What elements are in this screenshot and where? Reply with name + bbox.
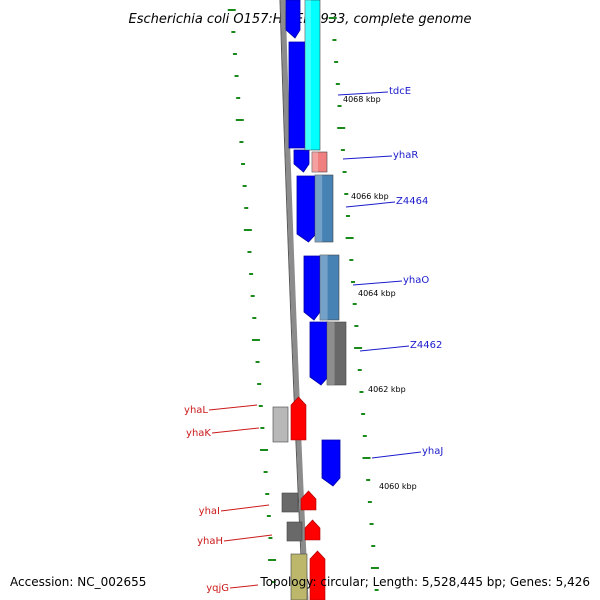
gene-label-leader	[211, 427, 260, 434]
gene-feature-arrow[interactable]	[304, 519, 321, 541]
genome-backbone	[280, 0, 309, 600]
gene-label-leader	[342, 155, 393, 160]
gene-label-leader	[345, 201, 396, 208]
genome-backbone-edge	[279, 0, 304, 600]
gene-label-leader	[223, 534, 273, 542]
gene-feature-Z4462[interactable]	[326, 321, 347, 386]
gene-feature[interactable]	[281, 492, 299, 513]
gene-feature-tdcE[interactable]	[304, 0, 321, 151]
gene-feature[interactable]	[288, 41, 308, 149]
gene-feature[interactable]	[321, 439, 341, 487]
gene-label-yqjG[interactable]: yqjG	[206, 583, 229, 594]
gene-feature[interactable]	[309, 321, 329, 386]
gene-feature[interactable]	[286, 521, 303, 542]
gene-features	[272, 0, 347, 600]
gene-label-yhaI[interactable]: yhaI	[199, 506, 220, 517]
gene-label-yhaL[interactable]: yhaL	[184, 405, 208, 416]
gene-label-leader	[337, 91, 389, 96]
gene-label-Z4464[interactable]: Z4464	[396, 196, 428, 207]
gene-feature-Z4464[interactable]	[314, 174, 334, 243]
gene-label-leader	[208, 404, 258, 411]
gene-label-yhaO[interactable]: yhaO	[403, 275, 429, 286]
gene-feature[interactable]	[303, 255, 321, 321]
position-label: 4066 kbp	[351, 192, 389, 201]
position-labels: 4068 kbp 4066 kbp 4064 kbp 4062 kbp 4060 kbp	[343, 95, 417, 491]
gene-label-yhaJ[interactable]: yhaJ	[422, 446, 443, 457]
gene-feature[interactable]	[272, 406, 289, 443]
gene-label-leader	[371, 451, 422, 459]
gene-labels: tdcE yhaR Z4464 yhaO Z4462 yhaJ yhaL yhaK yhaI yh…	[184, 86, 443, 594]
gene-feature[interactable]	[293, 149, 310, 173]
accession-text: Accession: NC_002655	[10, 575, 146, 589]
position-label: 4064 kbp	[358, 289, 396, 298]
gene-label-yhaR[interactable]: yhaR	[393, 150, 418, 161]
gene-label-yhaH[interactable]: yhaH	[197, 536, 223, 547]
position-label: 4060 kbp	[379, 482, 417, 491]
gene-label-leader	[359, 345, 410, 352]
gene-label-leader	[220, 504, 270, 512]
gene-label-leader	[352, 280, 403, 286]
gene-feature-arrow[interactable]	[290, 396, 307, 441]
topology-text: Topology: circular; Length: 5,528,445 bp…	[259, 575, 590, 589]
position-label: 4062 kbp	[368, 385, 406, 394]
gene-feature-yhaR[interactable]	[311, 151, 328, 173]
gene-label-tdcE[interactable]: tdcE	[389, 86, 411, 97]
gene-label-yhaK[interactable]: yhaK	[186, 428, 211, 439]
gene-feature[interactable]	[296, 175, 317, 243]
tick-marks	[227, 9, 379, 591]
position-label: 4068 kbp	[343, 95, 381, 104]
gene-label-leader	[229, 584, 259, 589]
gene-feature[interactable]	[285, 0, 301, 39]
gene-feature-arrow[interactable]	[300, 490, 317, 511]
gene-feature[interactable]	[290, 553, 308, 600]
gene-label-Z4462[interactable]: Z4462	[410, 340, 442, 351]
gene-feature-yhaO[interactable]	[319, 254, 340, 321]
gene-feature-arrow[interactable]	[309, 550, 326, 600]
